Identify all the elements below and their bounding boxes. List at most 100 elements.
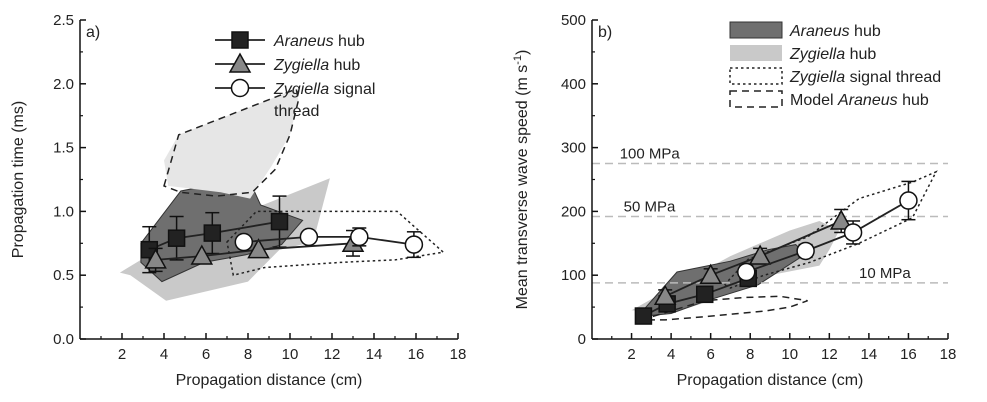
regions	[119, 87, 445, 301]
data-point	[899, 191, 918, 210]
legend-swatch-dotted	[729, 67, 783, 85]
legend-item: Araneus hub	[729, 21, 881, 40]
legend-label-rest: hub	[850, 23, 881, 40]
x-tick-label: 4	[160, 346, 168, 363]
legend-swatch-dashed	[729, 90, 783, 108]
region-dotted	[723, 170, 938, 289]
legend-label-italic: Araneus	[789, 23, 850, 40]
data-point	[203, 224, 222, 242]
data-point	[247, 238, 270, 259]
x-tick-label: 14	[861, 346, 878, 363]
x-tick-label: 8	[244, 346, 252, 363]
series-line	[155, 242, 354, 261]
y-tick-label: 2.5	[53, 12, 74, 29]
legend-label: Zygiella hub	[789, 46, 876, 63]
y-axis-label: Mean transverse wave speed (m s-1)	[512, 50, 531, 310]
data-point	[167, 229, 186, 247]
x-tick-label: 2	[627, 346, 635, 363]
legend-item: Zygiella signal thread	[215, 78, 375, 120]
legend-label-italic: Araneus	[273, 33, 334, 50]
x-tick-label: 8	[746, 346, 754, 363]
y-tick-label: 500	[561, 12, 586, 29]
legend-label-italic: Araneus	[837, 92, 898, 109]
data-point	[190, 244, 214, 265]
x-tick-label: 16	[408, 346, 425, 363]
region-dashed	[641, 295, 808, 321]
legend-label-italic: Zygiella	[789, 46, 845, 63]
legend-label: Zygiella signal	[273, 81, 375, 98]
series-line	[664, 220, 842, 298]
data-point	[234, 232, 254, 252]
legend-swatch-dark	[729, 21, 783, 39]
panel-label: b)	[598, 24, 612, 41]
data-point	[748, 244, 772, 265]
data-point	[634, 307, 653, 325]
panel-label: a)	[86, 24, 100, 41]
legend-item: Model Araneus hub	[729, 90, 929, 109]
y-tick-label: 200	[561, 203, 586, 220]
region-lightest	[164, 88, 299, 199]
x-tick-label: 12	[324, 346, 341, 363]
series-line	[745, 199, 909, 273]
data-point	[270, 212, 289, 231]
y-axis-label-superscript: -1	[512, 55, 524, 65]
series-line	[243, 235, 415, 246]
x-tick-label: 6	[706, 346, 714, 363]
y-axis-label-end: )	[514, 50, 531, 55]
series-circle	[737, 180, 918, 282]
series-triangle	[653, 208, 853, 306]
y-tick-label: 0.5	[53, 267, 74, 284]
legend-label: Model Araneus hub	[790, 92, 929, 109]
y-tick-label: 2.0	[53, 76, 74, 93]
legend-label-italic: Zygiella	[789, 69, 845, 86]
reference-line-label: 100 MPa	[620, 146, 681, 163]
y-tick-label: 1.0	[53, 203, 74, 220]
x-tick-label: 10	[781, 346, 798, 363]
y-tick-label: 0	[578, 331, 586, 348]
legend-label-rest: hub	[845, 46, 876, 63]
x-tick-label: 10	[282, 346, 299, 363]
legend-label-rest: hub	[334, 33, 365, 50]
series-line	[642, 277, 749, 317]
x-tick-label: 12	[821, 346, 838, 363]
data-point	[695, 285, 714, 304]
legend-label-rest: hub	[329, 57, 360, 74]
series-square	[140, 195, 289, 274]
y-tick-label: 400	[561, 76, 586, 93]
legend-marker	[230, 78, 250, 98]
data-point	[299, 227, 319, 247]
region-dotted	[226, 210, 445, 277]
x-tick-label: 18	[940, 346, 957, 363]
legend-item: Zygiella hub	[730, 45, 876, 63]
x-tick-label: 14	[366, 346, 383, 363]
legend-label: Zygiella signal thread	[789, 69, 941, 86]
reference-line-label: 10 MPa	[859, 265, 911, 282]
data-point	[737, 262, 756, 282]
y-tick-label: 0.0	[53, 331, 74, 348]
data-point	[843, 223, 863, 242]
x-tick-label: 6	[202, 346, 210, 363]
x-tick-label: 2	[118, 346, 126, 363]
data-point	[653, 284, 677, 306]
x-axis-label: Propagation distance (cm)	[677, 372, 864, 389]
y-axis-label-main: Propagation time (ms)	[10, 101, 27, 258]
region-dashed	[163, 87, 300, 197]
series-line	[148, 220, 280, 251]
legend-label-italic: Zygiella	[273, 57, 329, 74]
x-tick-label: 16	[900, 346, 917, 363]
panel-b: 100 MPa 50 MPa 10 MPa 2 4 6 8 10 12 14 16 18 0 100 200…	[512, 12, 956, 389]
legend-label: Zygiella hub	[273, 57, 360, 74]
y-tick-label: 100	[561, 267, 586, 284]
legend-item: Zygiella hub	[215, 52, 360, 74]
y-axis-label-main: Mean transverse wave speed (m s	[514, 65, 531, 310]
y-tick-label: 1.5	[53, 140, 74, 157]
legend-label-italic: Zygiella	[273, 81, 329, 98]
legend-item: Zygiella signal thread	[729, 67, 941, 86]
series-circle	[234, 227, 424, 259]
legend-item: Araneus hub	[215, 31, 365, 50]
data-point	[699, 263, 722, 284]
panel-a: 2 4 6 8 10 12 14 16 18 0.0 0.5 1.0 1.5 2.0 2.5 Propagat…	[10, 12, 466, 389]
